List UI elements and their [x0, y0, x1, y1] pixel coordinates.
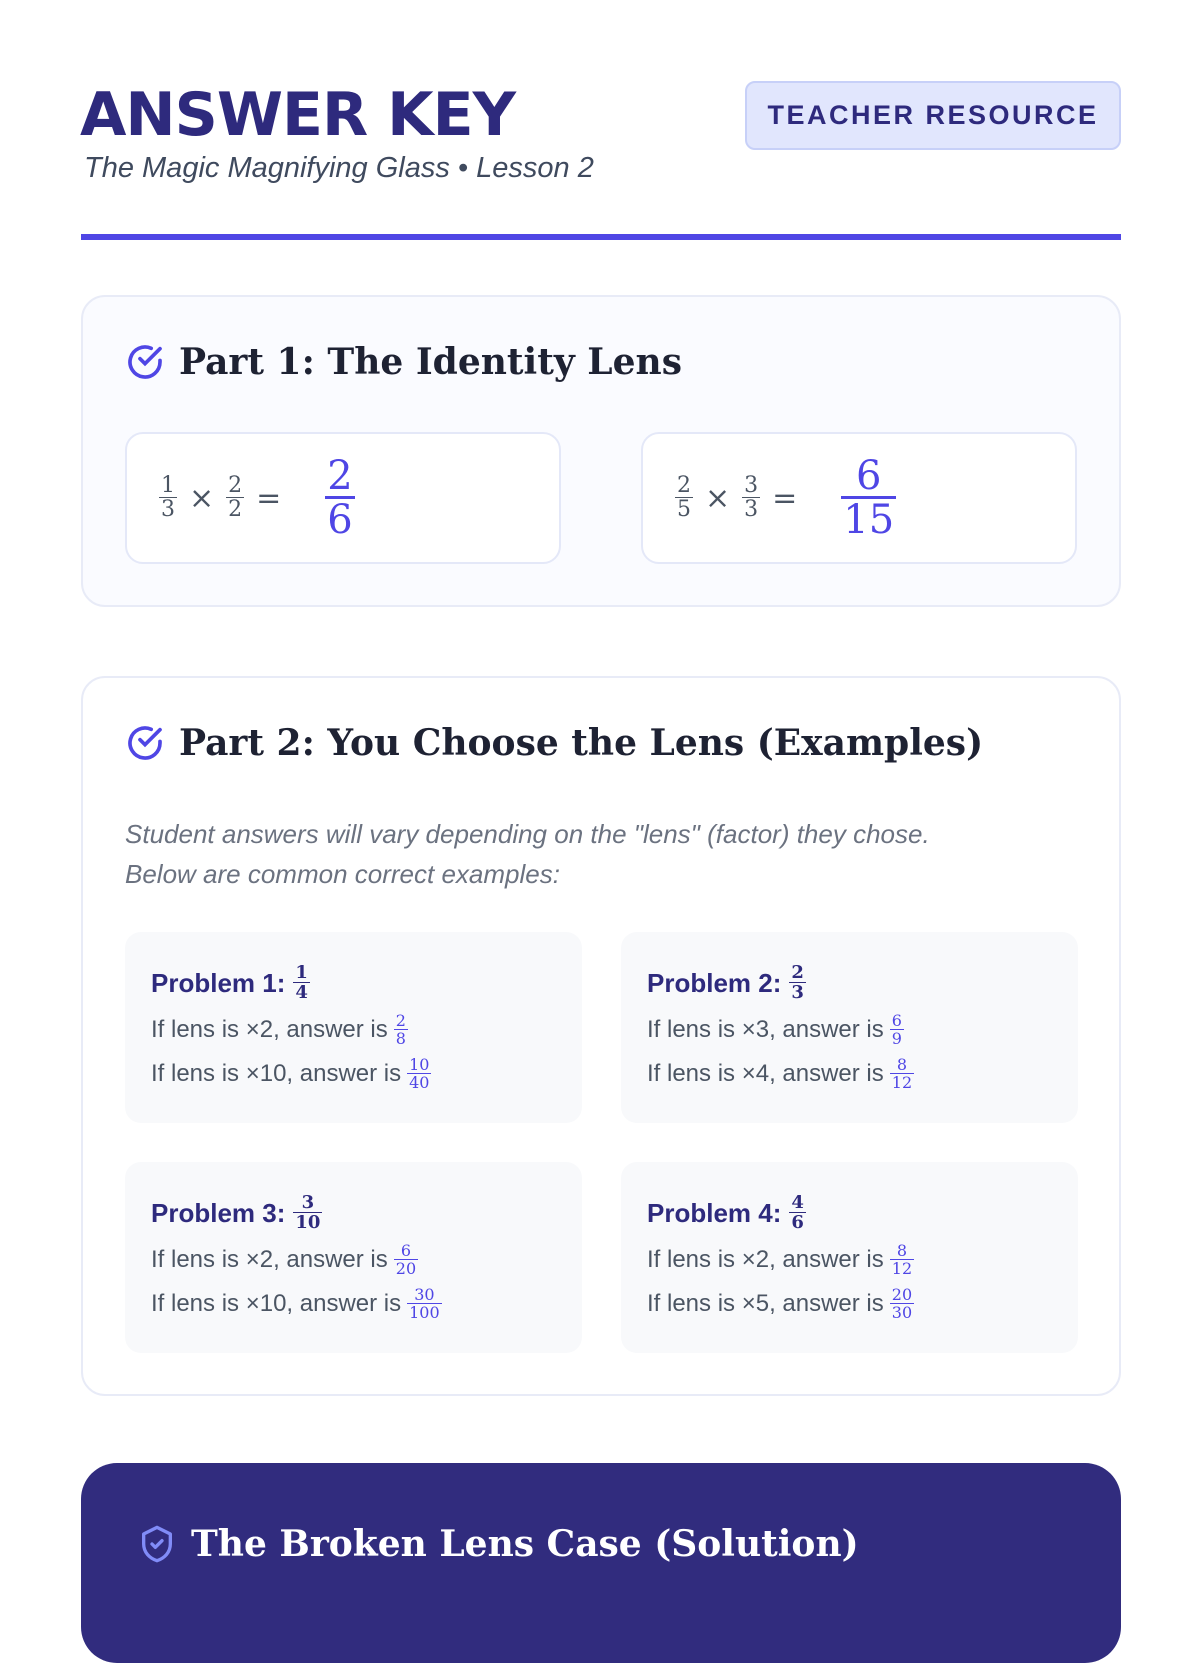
problem-answer-line: If lens is ×5, answer is 20 30 [647, 1285, 915, 1322]
fraction: 10 40 [407, 1055, 432, 1092]
note-line-2: Below are common correct examples: [125, 859, 560, 889]
check-circle-icon [128, 345, 162, 379]
page-subtitle: The Magic Magnifying Glass • Lesson 2 [84, 152, 594, 184]
part2-card: Part 2: You Choose the Lens (Examples) S… [81, 676, 1121, 1396]
fraction: 30 100 [407, 1285, 442, 1322]
problem-answer-line: If lens is ×10, answer is 30 100 [151, 1285, 442, 1322]
times-sign: × [189, 480, 215, 516]
teacher-resource-badge: TEACHER RESOURCE [745, 81, 1121, 150]
equation-box: 2 5 × 3 3 = 6 15 [641, 432, 1077, 564]
problem-box: Problem 2: 2 3 If lens is ×3, answer is 6 9 If… [621, 932, 1078, 1123]
part2-heading: Part 2: You Choose the Lens (Examples) [125, 722, 983, 764]
solution-heading-text: The Broken Lens Case (Solution) [191, 1523, 859, 1565]
problem-title: Problem 4: 4 6 [647, 1192, 806, 1233]
problem-answer-line: If lens is ×2, answer is 2 8 [151, 1011, 408, 1048]
fraction: 8 12 [889, 1241, 915, 1278]
fraction: 8 12 [889, 1055, 915, 1092]
problem-title: Problem 1: 1 4 [151, 962, 310, 1003]
problem-title: Problem 2: 2 3 [647, 962, 806, 1003]
part2-note: Student answers will vary depending on t… [125, 814, 930, 894]
problem-box: Problem 3: 3 10 If lens is ×2, answer is 6 20… [125, 1162, 582, 1353]
problem-answer-line: If lens is ×4, answer is 8 12 [647, 1055, 915, 1092]
shield-check-icon [142, 1525, 172, 1563]
problem-answer-line: If lens is ×2, answer is 8 12 [647, 1241, 915, 1278]
problem-title: Problem 3: 3 10 [151, 1192, 323, 1233]
header-divider [81, 234, 1121, 240]
problem-answer-line: If lens is ×10, answer is 10 40 [151, 1055, 432, 1092]
equals-sign: = [772, 480, 798, 516]
fraction: 3 10 [293, 1192, 323, 1233]
note-line-1: Student answers will vary depending on t… [125, 819, 930, 849]
fraction: 20 30 [889, 1285, 915, 1322]
equals-sign: = [256, 480, 282, 516]
fraction: 6 20 [393, 1241, 419, 1278]
solution-card: The Broken Lens Case (Solution) [81, 1463, 1121, 1663]
part2-heading-text: Part 2: You Choose the Lens (Examples) [179, 722, 984, 764]
problem-answer-line: If lens is ×3, answer is 6 9 [647, 1011, 904, 1048]
fraction: 6 15 [841, 453, 897, 543]
times-sign: × [705, 480, 731, 516]
problem-answer-line: If lens is ×2, answer is 6 20 [151, 1241, 419, 1278]
problem-box: Problem 1: 1 4 If lens is ×2, answer is 2 8 If… [125, 932, 582, 1123]
check-circle-icon [128, 726, 162, 760]
part1-heading: Part 1: The Identity Lens [125, 341, 682, 383]
page-title: ANSWER KEY [80, 80, 516, 150]
solution-heading: The Broken Lens Case (Solution) [137, 1523, 859, 1565]
problem-box: Problem 4: 4 6 If lens is ×2, answer is 8 12 I… [621, 1162, 1078, 1353]
part1-heading-text: Part 1: The Identity Lens [179, 341, 682, 383]
